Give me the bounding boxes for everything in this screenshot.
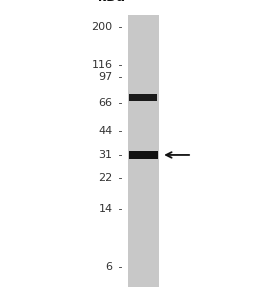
Text: -: - [115, 59, 123, 70]
Text: -: - [115, 72, 123, 82]
Text: -: - [115, 126, 123, 136]
Text: 66: 66 [99, 98, 113, 108]
Text: -: - [115, 22, 123, 32]
Text: 14: 14 [99, 205, 113, 214]
Text: -: - [115, 263, 123, 272]
Text: -: - [115, 205, 123, 214]
Text: -: - [115, 173, 123, 184]
Text: 6: 6 [106, 263, 113, 272]
Text: kDa: kDa [98, 0, 125, 4]
Text: 97: 97 [98, 72, 113, 82]
Text: 44: 44 [98, 126, 113, 136]
Text: 116: 116 [92, 59, 113, 70]
Text: 22: 22 [98, 173, 113, 184]
Text: 31: 31 [99, 150, 113, 160]
Text: -: - [115, 98, 123, 108]
Text: -: - [115, 150, 123, 160]
Text: 200: 200 [91, 22, 113, 32]
